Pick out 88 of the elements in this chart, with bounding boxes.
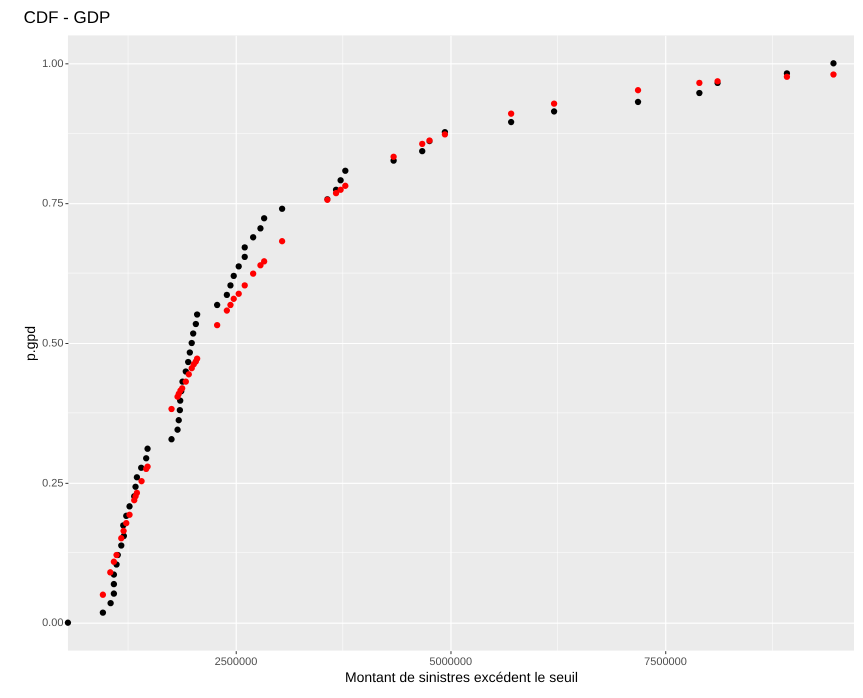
point: [227, 282, 234, 289]
x-axis-title: Montant de sinistres excédent le seuil: [344, 669, 578, 686]
point: [100, 592, 106, 598]
point: [550, 100, 558, 107]
point: [168, 406, 175, 412]
point: [107, 569, 114, 576]
point: [257, 225, 264, 232]
point: [144, 463, 151, 470]
x-tick-label: 7500000: [644, 656, 687, 668]
point: [176, 406, 184, 414]
point: [168, 436, 175, 442]
chart-title: CDF - GDP: [24, 8, 110, 28]
point: [182, 378, 189, 385]
point: [134, 490, 140, 496]
point: [419, 140, 426, 148]
point: [696, 90, 703, 96]
point: [337, 186, 344, 193]
point: [696, 80, 703, 86]
point: [830, 71, 837, 78]
point: [242, 282, 248, 289]
point: [132, 484, 139, 490]
point: [278, 238, 286, 244]
point: [186, 371, 192, 378]
point: [260, 215, 268, 222]
point: [134, 474, 140, 480]
x-tick-label: 5000000: [429, 656, 472, 668]
point: [192, 320, 199, 328]
point: [442, 131, 448, 138]
point: [236, 290, 242, 297]
x-tick-label: 2500000: [214, 656, 258, 668]
point: [214, 302, 220, 308]
point: [110, 580, 118, 588]
y-tick-label: 0.00: [42, 617, 64, 630]
point: [250, 234, 256, 240]
point: [179, 385, 186, 392]
point: [332, 190, 340, 196]
y-tick-label: 1.00: [42, 58, 64, 70]
point: [118, 542, 124, 549]
point: [784, 74, 790, 80]
point: [64, 620, 72, 626]
point: [176, 417, 182, 424]
point: [143, 455, 150, 462]
y-tick-label: 0.50: [42, 338, 64, 350]
point: [224, 307, 230, 314]
point: [830, 60, 837, 66]
point: [257, 262, 264, 268]
point: [419, 148, 426, 154]
point: [110, 558, 118, 565]
point: [224, 292, 230, 298]
y-tick-label: 0.75: [42, 198, 64, 210]
point: [138, 478, 145, 484]
y-tick-label: 0.25: [42, 477, 64, 490]
point: [118, 535, 124, 542]
point: [230, 272, 237, 280]
point: [194, 311, 200, 318]
point: [242, 244, 248, 251]
point: [230, 296, 237, 302]
point: [110, 590, 118, 597]
point: [342, 168, 348, 174]
point: [123, 520, 130, 526]
point: [107, 600, 114, 606]
point: [126, 512, 133, 518]
point: [174, 426, 181, 433]
point: [508, 110, 514, 117]
point: [120, 528, 127, 534]
point: [227, 302, 234, 308]
point: [250, 270, 256, 277]
point: [550, 108, 558, 115]
point: [126, 503, 133, 510]
point: [278, 206, 286, 212]
point: [144, 446, 151, 452]
point: [188, 340, 195, 346]
point: [236, 263, 242, 270]
point: [342, 182, 348, 189]
point: [194, 356, 200, 362]
point: [337, 177, 344, 184]
point: [634, 87, 642, 94]
point: [214, 322, 220, 328]
point: [185, 358, 192, 366]
y-axis-title: p.gpd: [22, 326, 38, 361]
point: [634, 98, 642, 106]
point: [242, 254, 248, 260]
point: [186, 349, 193, 356]
point: [190, 330, 196, 337]
point: [100, 609, 106, 616]
point: [390, 154, 397, 160]
point: [260, 258, 268, 264]
point: [508, 118, 514, 126]
